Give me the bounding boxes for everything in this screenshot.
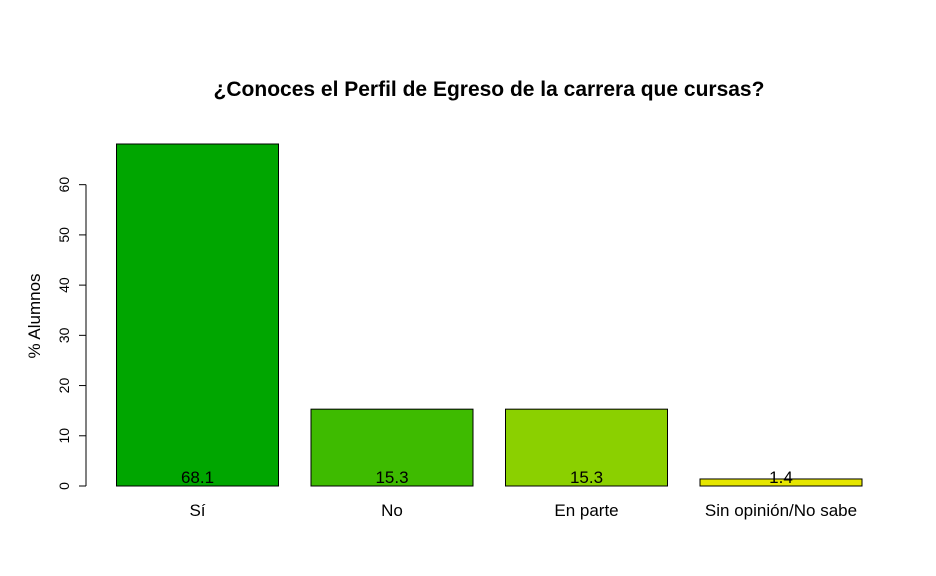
data-label: 15.3: [375, 468, 408, 487]
category-label: Sin opinión/No sabe: [705, 501, 857, 520]
bar: [310, 408, 474, 487]
data-label: 68.1: [181, 468, 214, 487]
y-tick-label: 0: [56, 482, 72, 490]
y-axis: 0 10 20 30 40 50 60: [56, 177, 87, 490]
y-tick-label: 10: [56, 428, 72, 444]
chart-title: ¿Conoces el Perfil de Egreso de la carre…: [214, 78, 765, 101]
bar: [116, 143, 279, 487]
category-labels-group: Sí No En parte Sin opinión/No sabe: [189, 501, 857, 520]
y-tick-label: 20: [56, 378, 72, 394]
y-tick-label: 60: [56, 177, 72, 193]
data-labels-group: 68.1 15.3 15.3 1.4: [181, 468, 793, 487]
data-label: 1.4: [769, 468, 793, 487]
bar: [699, 478, 863, 487]
bars-group: [116, 143, 863, 487]
y-tick-label: 30: [56, 327, 72, 343]
category-label: En parte: [554, 501, 618, 520]
y-tick-label: 40: [56, 277, 72, 293]
bar: [505, 408, 668, 487]
category-label: No: [381, 501, 403, 520]
data-label: 15.3: [570, 468, 603, 487]
y-tick-label: 50: [56, 227, 72, 243]
category-label: Sí: [189, 501, 205, 520]
y-axis-label: % Alumnos: [25, 273, 44, 358]
